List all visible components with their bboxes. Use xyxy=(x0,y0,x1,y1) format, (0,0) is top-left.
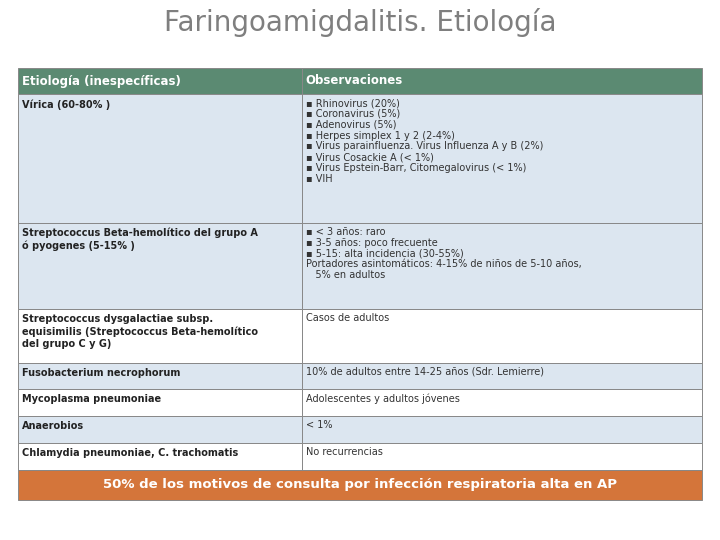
Text: No recurrencias: No recurrencias xyxy=(306,447,383,457)
Text: ▪ Herpes simplex 1 y 2 (2-4%): ▪ Herpes simplex 1 y 2 (2-4%) xyxy=(306,131,455,140)
Text: 10% de adultos entre 14-25 años (Sdr. Lemierre): 10% de adultos entre 14-25 años (Sdr. Le… xyxy=(306,367,544,376)
Bar xyxy=(302,389,702,416)
Bar xyxy=(18,223,302,309)
Text: Mycoplasma pneumoniae: Mycoplasma pneumoniae xyxy=(22,394,161,404)
Text: ▪ Virus Epstein-Barr, Citomegalovirus (< 1%): ▪ Virus Epstein-Barr, Citomegalovirus (<… xyxy=(306,163,526,173)
Text: 50% de los motivos de consulta por infección respiratoria alta en AP: 50% de los motivos de consulta por infec… xyxy=(103,478,617,491)
Bar xyxy=(18,94,302,223)
Text: Vírica (60-80% ): Vírica (60-80% ) xyxy=(22,99,110,110)
Text: Casos de adultos: Casos de adultos xyxy=(306,313,389,323)
Bar xyxy=(18,68,302,94)
Bar xyxy=(18,470,702,500)
Bar xyxy=(302,443,702,470)
Text: Streptococcus Beta-hemolítico del grupo A
ó pyogenes (5-15% ): Streptococcus Beta-hemolítico del grupo … xyxy=(22,228,258,252)
Bar xyxy=(18,362,302,389)
Text: ▪ 5-15: alta incidencia (30-55%): ▪ 5-15: alta incidencia (30-55%) xyxy=(306,248,464,259)
Bar xyxy=(302,68,702,94)
Text: Portadores asintomáticos: 4-15% de niños de 5-10 años,: Portadores asintomáticos: 4-15% de niños… xyxy=(306,259,582,269)
Text: < 1%: < 1% xyxy=(306,420,333,430)
Text: ▪ VIH: ▪ VIH xyxy=(306,174,333,184)
Text: Adolescentes y adultos jóvenes: Adolescentes y adultos jóvenes xyxy=(306,394,460,404)
Text: Fusobacterium necrophorum: Fusobacterium necrophorum xyxy=(22,368,181,377)
Bar xyxy=(18,389,302,416)
Text: 5% en adultos: 5% en adultos xyxy=(306,271,385,280)
Bar xyxy=(18,416,302,443)
Text: ▪ Virus Cosackie A (< 1%): ▪ Virus Cosackie A (< 1%) xyxy=(306,152,433,162)
Bar xyxy=(302,416,702,443)
Bar xyxy=(18,309,302,362)
Text: Streptococcus dysgalactiae subsp.
equisimilis (Streptococcus Beta-hemolítico
del: Streptococcus dysgalactiae subsp. equisi… xyxy=(22,314,258,349)
Text: Anaerobios: Anaerobios xyxy=(22,421,84,431)
Text: Chlamydia pneumoniae, C. trachomatis: Chlamydia pneumoniae, C. trachomatis xyxy=(22,448,238,458)
Text: ▪ Virus parainfluenza. Virus Influenza A y B (2%): ▪ Virus parainfluenza. Virus Influenza A… xyxy=(306,141,543,151)
Bar xyxy=(302,309,702,362)
Text: ▪ Adenovirus (5%): ▪ Adenovirus (5%) xyxy=(306,120,396,130)
Text: Etiología (inespecíficas): Etiología (inespecíficas) xyxy=(22,75,181,87)
Bar xyxy=(302,362,702,389)
Text: ▪ Rhinovirus (20%): ▪ Rhinovirus (20%) xyxy=(306,98,400,108)
Text: ▪ < 3 años: raro: ▪ < 3 años: raro xyxy=(306,227,385,237)
Text: Faringoamigdalitis. Etiología: Faringoamigdalitis. Etiología xyxy=(163,8,557,37)
Bar xyxy=(18,443,302,470)
Bar xyxy=(302,223,702,309)
Text: ▪ 3-5 años: poco frecuente: ▪ 3-5 años: poco frecuente xyxy=(306,238,438,248)
Bar xyxy=(302,94,702,223)
Text: ▪ Coronavirus (5%): ▪ Coronavirus (5%) xyxy=(306,109,400,119)
Text: Observaciones: Observaciones xyxy=(306,75,403,87)
